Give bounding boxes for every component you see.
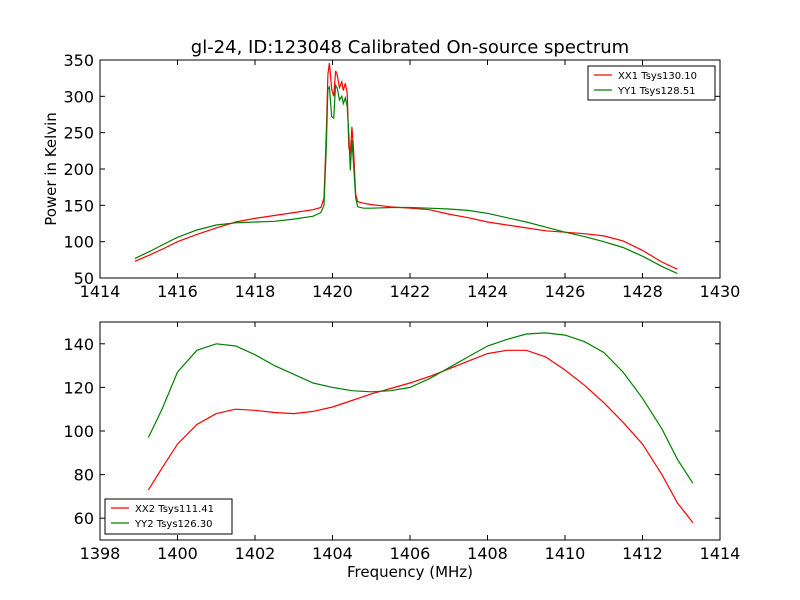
top-plot: 1414 1416 1418 1420 1422 1424 1426 1428 1430 50 10… [42,51,740,301]
x-tick-label: 1426 [545,282,586,301]
x-axis-label: Frequency (MHz) [347,563,473,581]
x-tick-label: 1400 [157,544,198,563]
series-line-1 [134,62,678,270]
y-tick-label: 140 [63,335,94,354]
x-tick-label: 1430 [700,282,741,301]
y-tick-label: 350 [63,51,94,70]
x-tick-label: 1424 [467,282,508,301]
y-tick-label: 50 [74,269,94,288]
x-tick-label: 1404 [312,544,353,563]
x-tick-label: 1428 [622,282,663,301]
x-tick-label: 1422 [390,282,431,301]
y-tick-label: 60 [74,509,94,528]
bottom-plot: 1398 1400 1402 1404 1406 1408 1410 1412 1414 60 80… [63,321,741,581]
legend-label: YY1 Tsys128.51 [617,86,696,97]
x-tick-label: 1402 [235,544,276,563]
y-tick-label: 200 [63,160,94,179]
legend-label: XX2 Tsys111.41 [135,504,214,515]
y-tick-label: 80 [74,466,94,485]
legend-label: YY2 Tsys126.30 [134,519,213,530]
x-tick-label: 1398 [80,544,121,563]
legend-box [104,498,233,535]
legend-box [587,65,716,101]
x-tick-label: 1414 [80,282,121,301]
series-line-2 [134,83,678,275]
y-tick-label: 100 [63,233,94,252]
x-tick-label: 1406 [390,544,431,563]
x-tick-label: 1414 [700,544,741,563]
series-line-1 [147,349,694,523]
series-line-2 [147,332,694,484]
y-axis-label: Power in Kelvin [42,112,60,226]
x-tick-label: 1420 [312,282,353,301]
y-tick-label: 100 [63,422,94,441]
y-tick-label: 250 [63,124,94,143]
x-tick-label: 1416 [157,282,198,301]
x-tick-label: 1408 [467,544,508,563]
figure-title: gl-24, ID:123048 Calibrated On-source sp… [191,37,629,58]
y-tick-label: 120 [63,378,94,397]
y-tick-label: 150 [63,196,94,215]
x-tick-label: 1418 [235,282,276,301]
legend-label: XX1 Tsys130.10 [618,71,697,82]
y-tick-label: 300 [63,87,94,106]
x-tick-label: 1412 [622,544,663,563]
x-tick-label: 1410 [545,544,586,563]
